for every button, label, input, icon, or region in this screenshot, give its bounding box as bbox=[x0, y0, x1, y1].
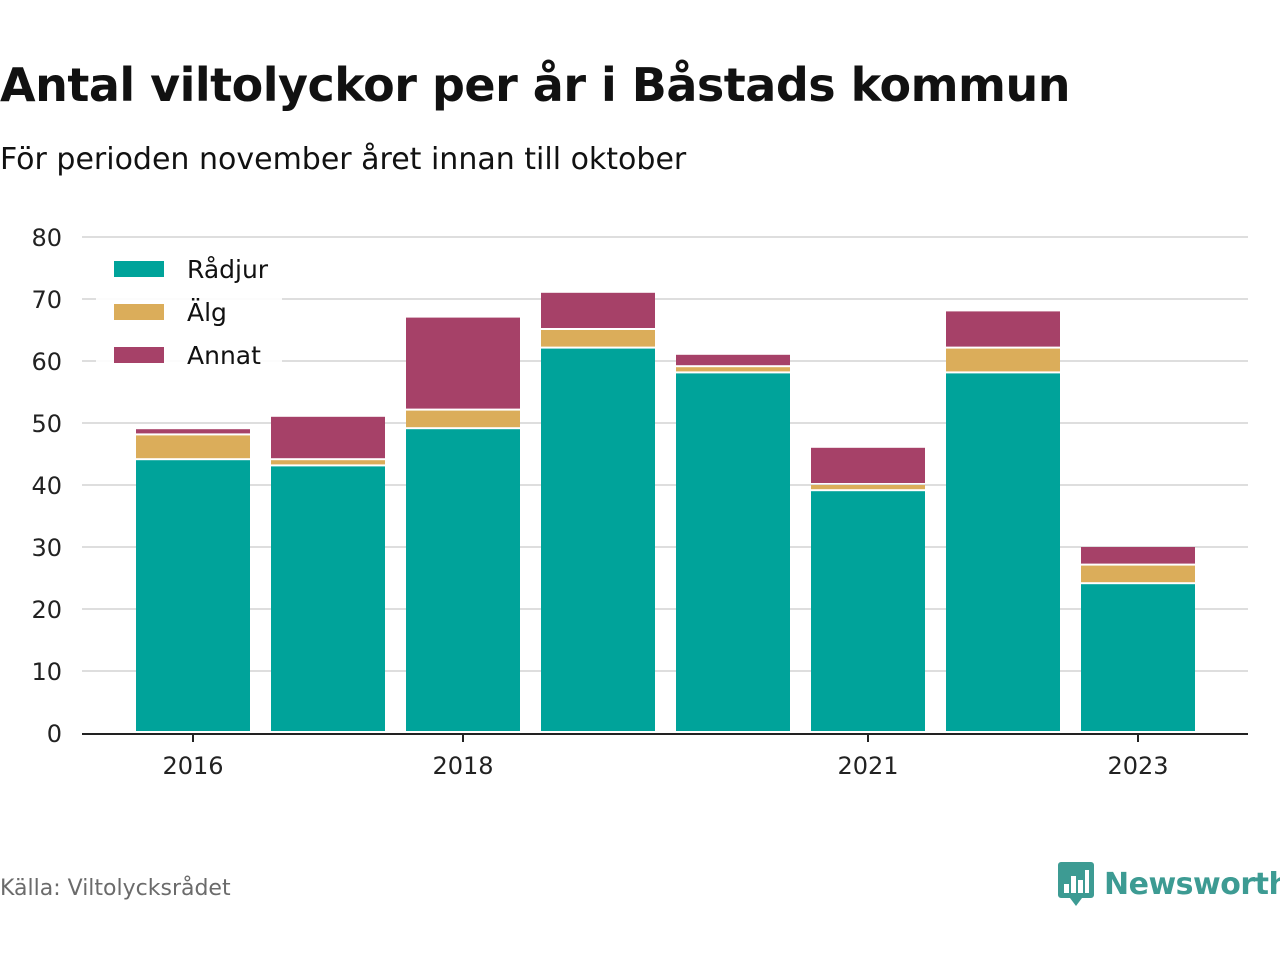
legend-label: Älg bbox=[187, 298, 227, 327]
bar-rådjur-2018 bbox=[406, 429, 520, 731]
y-tick-label: 60 bbox=[31, 348, 62, 376]
bars bbox=[136, 292, 1195, 731]
bar-annat-2016 bbox=[136, 429, 250, 434]
bar-älg-2023 bbox=[1081, 565, 1195, 583]
x-tick-label: 2018 bbox=[432, 752, 493, 780]
x-tick-label: 2023 bbox=[1107, 752, 1168, 780]
bar-annat-2020 bbox=[676, 354, 790, 366]
bar-älg-2022 bbox=[946, 348, 1060, 372]
y-tick-label: 70 bbox=[31, 286, 62, 314]
chart-title: Antal viltolyckor per år i Båstads kommu… bbox=[0, 58, 1070, 112]
bar-annat-2018 bbox=[406, 317, 520, 409]
x-tick-label: 2016 bbox=[162, 752, 223, 780]
y-tick-label: 20 bbox=[31, 596, 62, 624]
bar-älg-2016 bbox=[136, 435, 250, 459]
brand-name: Newsworthy bbox=[1104, 866, 1280, 902]
legend-label: Annat bbox=[187, 341, 261, 370]
bar-älg-2017 bbox=[271, 460, 385, 465]
y-tick-label: 30 bbox=[31, 534, 62, 562]
bar-annat-2019 bbox=[541, 292, 655, 328]
bar-annat-2022 bbox=[946, 311, 1060, 347]
bar-rådjur-2023 bbox=[1081, 584, 1195, 731]
legend-label: Rådjur bbox=[187, 255, 269, 284]
legend-swatch-älg bbox=[114, 304, 164, 320]
bar-älg-2020 bbox=[676, 367, 790, 372]
bar-rådjur-2021 bbox=[811, 491, 925, 731]
bar-rådjur-2020 bbox=[676, 373, 790, 731]
y-tick-label: 0 bbox=[47, 720, 62, 748]
bar-rådjur-2017 bbox=[271, 466, 385, 731]
y-tick-label: 40 bbox=[31, 472, 62, 500]
x-tick-label: 2021 bbox=[837, 752, 898, 780]
axes: 0 10 20 30 40 50 60 70 80 2016 2018 2021 2023 bbox=[31, 224, 1248, 780]
y-tick-label: 80 bbox=[31, 224, 62, 252]
bar-chart-speech-bubble-icon bbox=[1058, 862, 1094, 906]
legend-swatch-annat bbox=[114, 347, 164, 363]
y-tick-label: 50 bbox=[31, 410, 62, 438]
y-tick-label: 10 bbox=[31, 658, 62, 686]
bar-rådjur-2022 bbox=[946, 373, 1060, 731]
source-note: Källa: Viltolycksrådet bbox=[0, 876, 231, 901]
bar-älg-2021 bbox=[811, 485, 925, 490]
bar-annat-2017 bbox=[271, 416, 385, 459]
bar-älg-2018 bbox=[406, 410, 520, 428]
legend-swatch-rådjur bbox=[114, 261, 164, 277]
chart-subtitle: För perioden november året innan till ok… bbox=[0, 142, 687, 177]
bar-älg-2019 bbox=[541, 330, 655, 347]
legend: Rådjur Älg Annat bbox=[96, 250, 282, 376]
bar-annat-2023 bbox=[1081, 547, 1195, 564]
bar-annat-2021 bbox=[811, 447, 925, 483]
brand-logo: Newsworthy bbox=[1058, 862, 1280, 906]
bar-rådjur-2019 bbox=[541, 348, 655, 731]
bar-rådjur-2016 bbox=[136, 460, 250, 731]
